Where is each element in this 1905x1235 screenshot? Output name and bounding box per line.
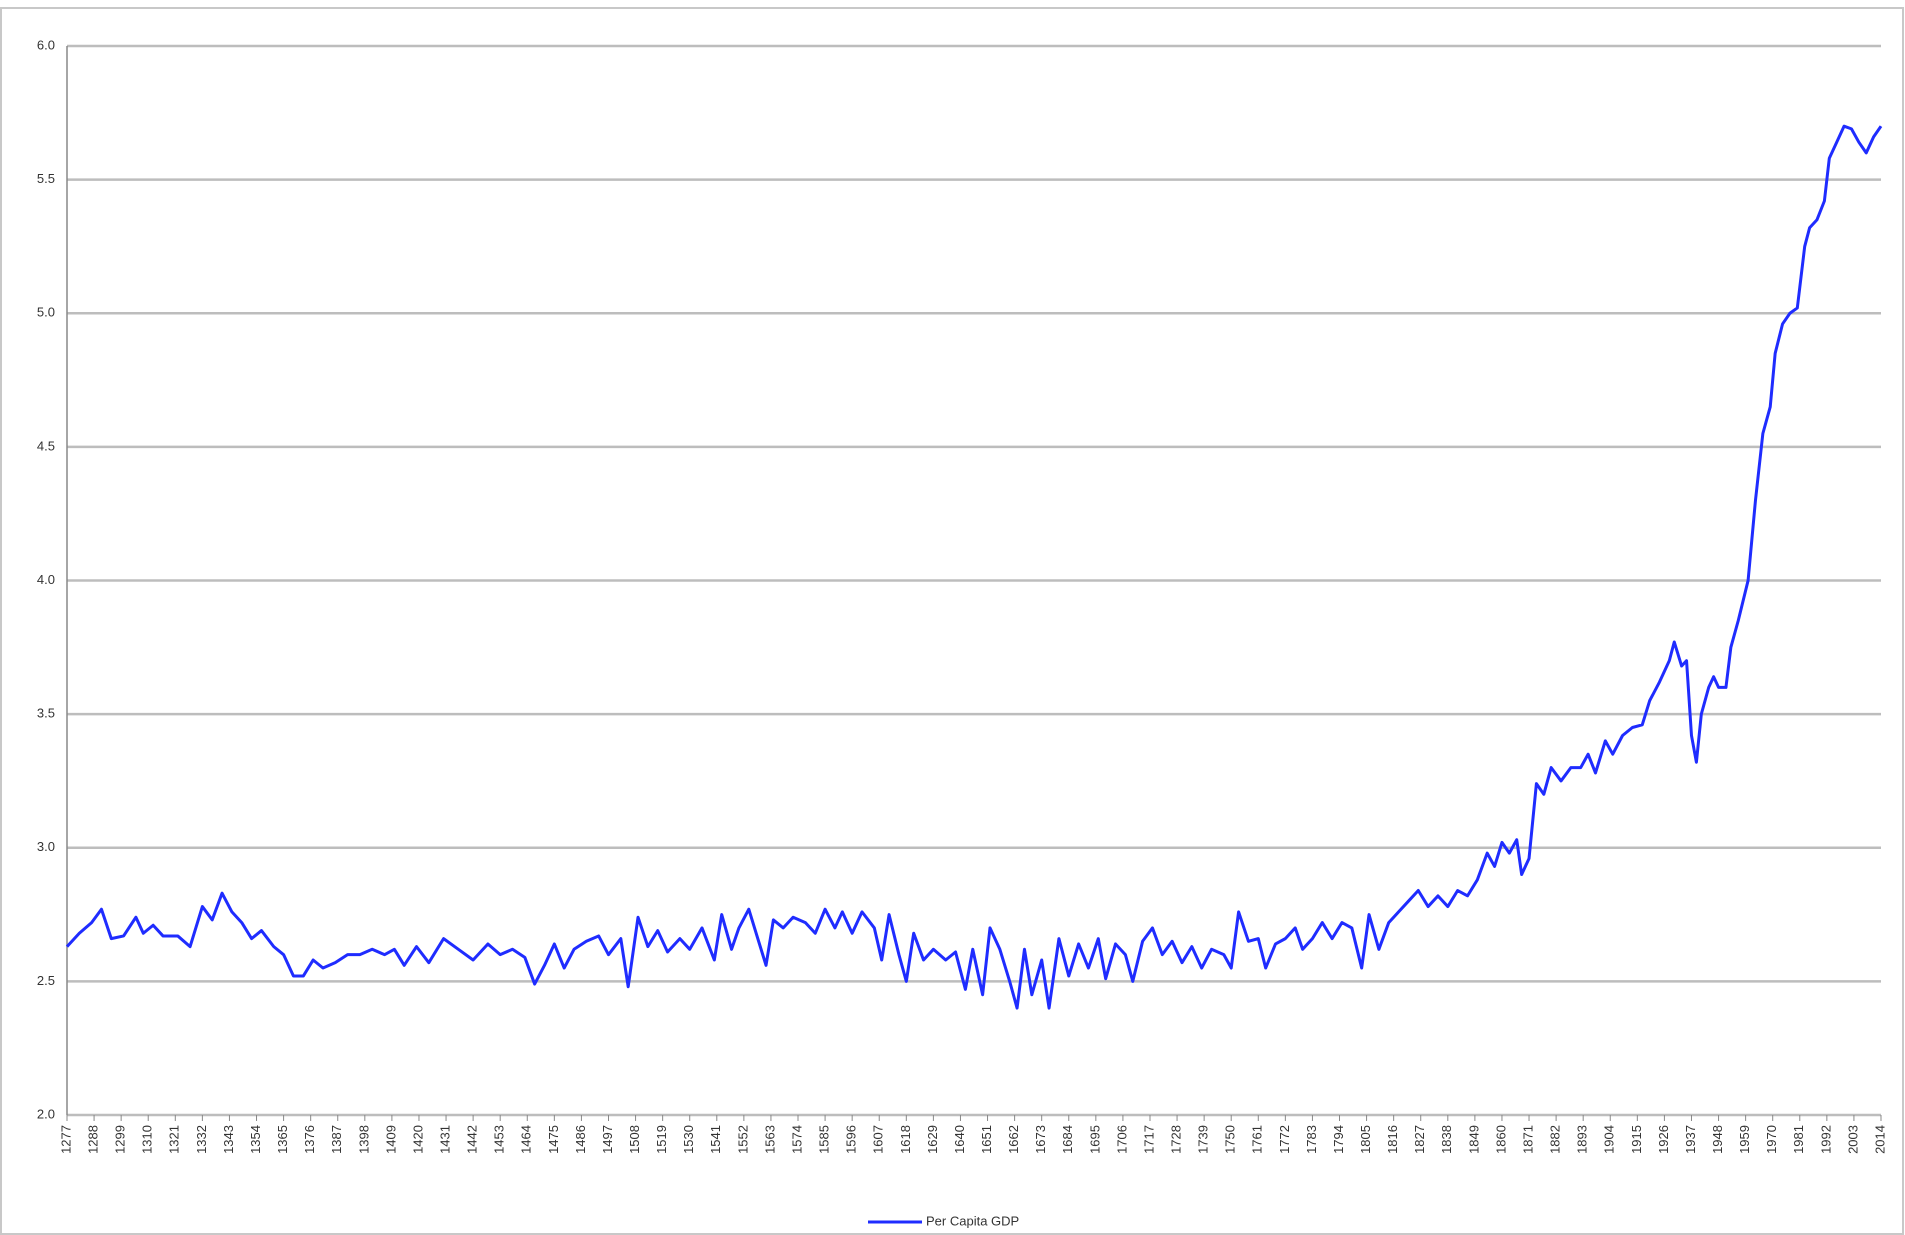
x-tick-label: 1299 xyxy=(113,1125,128,1154)
y-tick-label: 6.0 xyxy=(37,37,55,52)
x-tick-label: 1310 xyxy=(140,1125,155,1154)
x-tick-label: 2003 xyxy=(1845,1125,1860,1154)
x-tick-label: 1343 xyxy=(221,1125,236,1154)
data-line xyxy=(65,124,1883,1010)
x-tick-label: 1761 xyxy=(1250,1125,1265,1154)
x-tick-label: 1640 xyxy=(952,1125,967,1154)
y-tick-label: 2.0 xyxy=(37,1106,55,1121)
x-tick-label: 1431 xyxy=(437,1125,452,1154)
y-tick-label: 5.0 xyxy=(37,305,55,320)
x-tick-label: 1871 xyxy=(1520,1125,1535,1154)
x-tick-label: 1695 xyxy=(1087,1125,1102,1154)
x-tick-label: 1805 xyxy=(1358,1125,1373,1154)
x-tick-label: 1970 xyxy=(1764,1125,1779,1154)
x-tick-label: 1860 xyxy=(1493,1125,1508,1154)
x-tick-label: 1926 xyxy=(1656,1125,1671,1154)
x-tick-label: 1277 xyxy=(58,1125,73,1154)
x-tick-label: 1673 xyxy=(1033,1125,1048,1154)
x-tick-label: 2014 xyxy=(1872,1125,1887,1154)
x-tick-label: 1442 xyxy=(465,1125,480,1154)
x-tick-label: 1816 xyxy=(1385,1125,1400,1154)
x-tick-label: 1409 xyxy=(383,1125,398,1154)
x-tick-label: 1596 xyxy=(844,1125,859,1154)
x-tick-label: 1728 xyxy=(1168,1125,1183,1154)
x-tick-label: 1772 xyxy=(1277,1125,1292,1154)
x-tick-label: 1574 xyxy=(789,1125,804,1154)
x-tick-label: 1519 xyxy=(654,1125,669,1154)
x-tick-label: 1508 xyxy=(627,1125,642,1154)
x-tick-label: 1552 xyxy=(735,1125,750,1154)
x-tick-label: 1453 xyxy=(492,1125,507,1154)
x-tick-label: 1904 xyxy=(1602,1125,1617,1154)
x-tick-label: 1959 xyxy=(1737,1125,1752,1154)
x-tick-label: 1992 xyxy=(1818,1125,1833,1154)
x-tick-label: 1651 xyxy=(979,1125,994,1154)
x-tick-label: 1948 xyxy=(1710,1125,1725,1154)
x-tick-label: 1530 xyxy=(681,1125,696,1154)
x-tick-label: 1365 xyxy=(275,1125,290,1154)
x-tick-label: 1420 xyxy=(410,1125,425,1154)
x-tick-label: 1376 xyxy=(302,1125,317,1154)
x-tick-label: 1750 xyxy=(1223,1125,1238,1154)
x-tick-label: 1629 xyxy=(925,1125,940,1154)
x-tick-label: 1475 xyxy=(546,1125,561,1154)
x-tick-label: 1893 xyxy=(1575,1125,1590,1154)
x-tick-label: 1464 xyxy=(519,1125,534,1154)
x-tick-label: 1706 xyxy=(1114,1125,1129,1154)
y-tick-label: 5.5 xyxy=(37,171,55,186)
y-tick-label: 4.5 xyxy=(37,438,55,453)
x-tick-label: 1541 xyxy=(708,1125,723,1154)
x-tick-label: 1739 xyxy=(1196,1125,1211,1154)
x-tick-label: 1607 xyxy=(871,1125,886,1154)
x-tick-label: 1321 xyxy=(167,1125,182,1154)
y-tick-label: 3.0 xyxy=(37,839,55,854)
x-tick-label: 1882 xyxy=(1548,1125,1563,1154)
y-tick-label: 4.0 xyxy=(37,572,55,587)
x-tick-label: 1981 xyxy=(1791,1125,1806,1154)
x-tick-label: 1387 xyxy=(329,1125,344,1154)
x-tick-label: 1794 xyxy=(1331,1125,1346,1154)
x-tick-label: 1937 xyxy=(1683,1125,1698,1154)
x-tick-label: 1662 xyxy=(1006,1125,1021,1154)
y-tick-label: 2.5 xyxy=(37,973,55,988)
x-tick-label: 1354 xyxy=(248,1125,263,1154)
x-tick-label: 1783 xyxy=(1304,1125,1319,1154)
x-tick-label: 1717 xyxy=(1141,1125,1156,1154)
x-tick-label: 1332 xyxy=(194,1125,209,1154)
x-tick-label: 1827 xyxy=(1412,1125,1427,1154)
x-tick-label: 1398 xyxy=(356,1125,371,1154)
x-tick-label: 1585 xyxy=(817,1125,832,1154)
x-tick-label: 1288 xyxy=(86,1125,101,1154)
x-tick-label: 1618 xyxy=(898,1125,913,1154)
legend-label: Per Capita GDP xyxy=(926,1213,1019,1228)
x-tick-label: 1849 xyxy=(1466,1125,1481,1154)
x-tick-label: 1684 xyxy=(1060,1125,1075,1154)
chart-frame xyxy=(0,7,1904,1235)
y-tick-label: 3.5 xyxy=(37,706,55,721)
x-tick-label: 1497 xyxy=(600,1125,615,1154)
x-tick-label: 1486 xyxy=(573,1125,588,1154)
x-tick-label: 1563 xyxy=(762,1125,777,1154)
x-tick-label: 1915 xyxy=(1629,1125,1644,1154)
x-tick-label: 1838 xyxy=(1439,1125,1454,1154)
